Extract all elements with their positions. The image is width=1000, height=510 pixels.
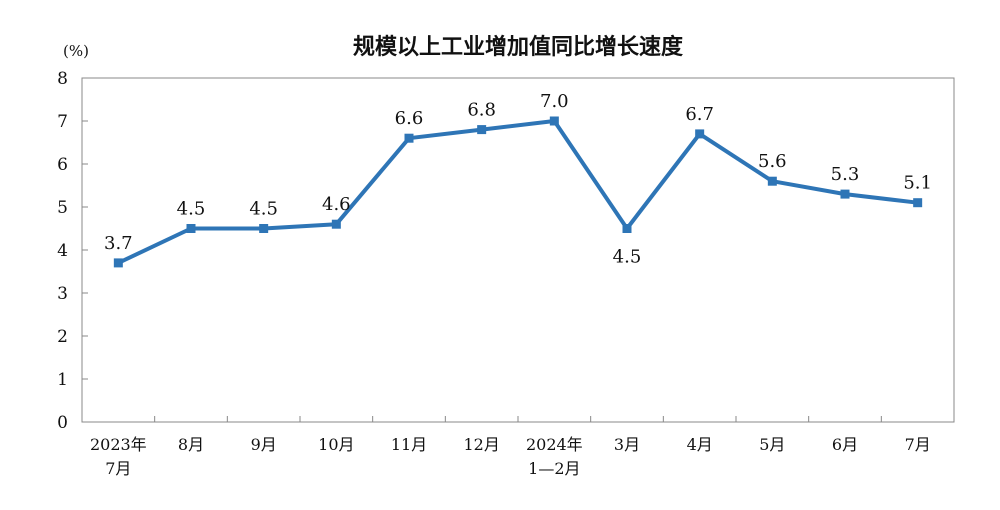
x-tick-label: 11月 xyxy=(391,435,427,454)
data-label: 4.5 xyxy=(177,199,206,220)
plot-area xyxy=(81,77,955,423)
data-point xyxy=(404,133,414,143)
data-label: 6.7 xyxy=(685,104,714,125)
x-tick-label: 1—2月 xyxy=(528,459,580,478)
y-tick-label: 2 xyxy=(57,327,68,347)
data-point xyxy=(695,129,705,139)
x-tick-label: 2024年 xyxy=(526,435,583,454)
data-point xyxy=(622,224,632,233)
data-label: 5.6 xyxy=(758,151,787,172)
x-tick-label: 8月 xyxy=(178,435,204,454)
data-point xyxy=(767,176,777,186)
data-point xyxy=(113,258,123,268)
y-tick-label: 0 xyxy=(57,413,68,433)
data-label: 6.8 xyxy=(467,100,496,121)
x-tick-label: 4月 xyxy=(687,435,713,454)
axes: 0 1 2 3 4 5 6 7 8 2023年 7月 8月 9月 10月 11月 12月 2024年 1—2月 3月… xyxy=(57,69,931,478)
x-tick-label: 5月 xyxy=(759,435,785,454)
y-tick-label: 8 xyxy=(57,69,68,89)
data-point xyxy=(477,125,487,135)
y-tick-label: 5 xyxy=(57,198,68,218)
data-label: 6.6 xyxy=(395,108,424,129)
data-label: 4.5 xyxy=(613,247,642,268)
data-point xyxy=(186,224,196,233)
x-tick-label: 7月 xyxy=(905,435,931,454)
data-label: 5.3 xyxy=(831,164,860,185)
data-label: 7.0 xyxy=(540,91,569,112)
series-line xyxy=(113,116,923,268)
y-tick-label: 1 xyxy=(57,370,68,390)
x-tick-label: 3月 xyxy=(614,435,640,454)
series-line-path xyxy=(116,119,920,265)
x-tick-label: 7月 xyxy=(105,459,131,478)
x-tick-label: 2023年 xyxy=(90,435,147,454)
data-point xyxy=(549,116,559,126)
chart-title: 规模以上工业增加值同比增长速度 xyxy=(353,34,684,60)
x-tick-label: 9月 xyxy=(251,435,277,454)
y-tick-label: 3 xyxy=(57,284,68,304)
data-label: 4.5 xyxy=(249,199,278,220)
data-label: 3.7 xyxy=(104,233,133,254)
data-labels: 3.7 4.5 4.5 4.6 6.6 6.8 7.0 4.5 6.7 5.6 5.3 5.1 xyxy=(104,91,932,268)
data-point xyxy=(259,224,269,233)
x-tick-label: 12月 xyxy=(463,435,499,454)
y-tick-label: 7 xyxy=(57,112,68,132)
data-label: 4.6 xyxy=(322,194,351,215)
y-tick-label: 6 xyxy=(57,155,68,175)
data-point xyxy=(840,189,850,199)
x-tick-label: 10月 xyxy=(318,435,354,454)
x-tick-label: 6月 xyxy=(832,435,858,454)
y-axis-unit: (%) xyxy=(63,42,89,60)
data-point xyxy=(913,198,923,208)
y-tick-label: 4 xyxy=(57,241,68,261)
data-label: 5.1 xyxy=(903,173,932,194)
data-point xyxy=(331,219,341,229)
